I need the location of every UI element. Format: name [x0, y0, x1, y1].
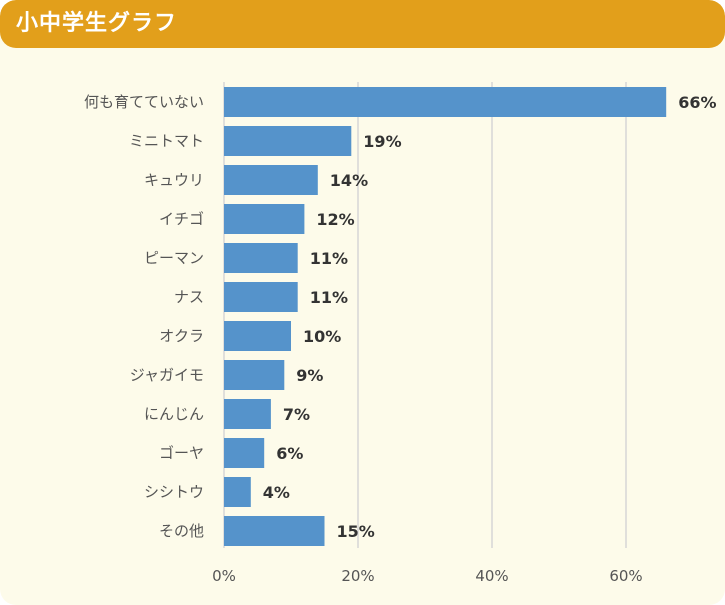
value-label: 10%: [303, 327, 341, 346]
value-label: 7%: [283, 405, 310, 424]
x-tick-label: 20%: [341, 567, 374, 585]
chart-header-title: 小中学生グラフ: [16, 11, 178, 36]
value-label: 11%: [310, 288, 348, 307]
value-label: 19%: [363, 132, 401, 151]
category-label: ミニトマト: [129, 132, 204, 150]
category-label: にんじん: [144, 405, 204, 423]
bar: [224, 87, 667, 117]
category-label: ゴーヤ: [159, 444, 204, 462]
bar: [224, 516, 325, 546]
bar: [224, 165, 318, 195]
chart-header: 小中学生グラフ: [0, 0, 725, 48]
bar: [224, 126, 352, 156]
value-label: 6%: [276, 444, 303, 463]
bar: [224, 360, 285, 390]
category-label: キュウリ: [144, 171, 204, 189]
bar: [224, 204, 305, 234]
category-label: 何も育てていない: [84, 93, 204, 111]
bar: [224, 282, 298, 312]
value-label: 9%: [296, 366, 323, 385]
category-label: イチゴ: [159, 210, 204, 228]
category-label: ナス: [174, 288, 204, 306]
x-tick-label: 60%: [609, 567, 642, 585]
bar: [224, 243, 298, 273]
category-label: オクラ: [159, 327, 204, 345]
category-label: ピーマン: [144, 249, 204, 267]
value-label: 11%: [310, 249, 348, 268]
value-label: 15%: [337, 522, 375, 541]
value-label: 14%: [330, 171, 368, 190]
bar: [224, 477, 251, 507]
bar: [224, 438, 265, 468]
value-label: 12%: [316, 210, 354, 229]
value-label: 66%: [678, 93, 716, 112]
value-label: 4%: [263, 483, 290, 502]
x-tick-label: 0%: [212, 567, 236, 585]
bar: [224, 399, 271, 429]
x-tick-label: 40%: [475, 567, 508, 585]
bar: [224, 321, 291, 351]
category-label: シシトウ: [144, 483, 204, 501]
category-label: ジャガイモ: [130, 366, 204, 384]
category-label: その他: [159, 522, 204, 540]
